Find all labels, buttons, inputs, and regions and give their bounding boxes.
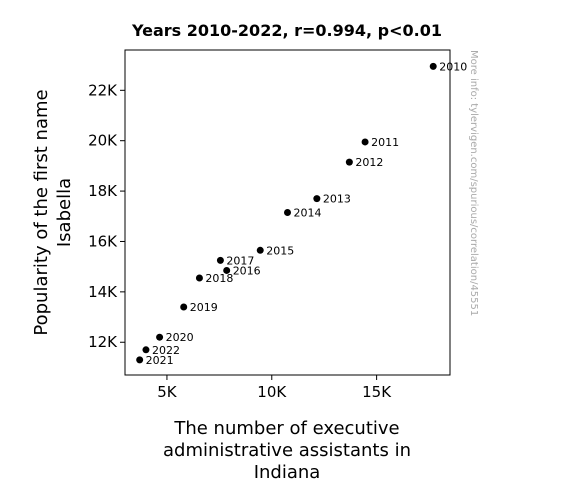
- data-point: [284, 209, 291, 216]
- data-point-label: 2020: [166, 331, 194, 344]
- data-point: [223, 266, 231, 274]
- data-point-label: 2022: [152, 344, 180, 357]
- data-point-label: 2011: [371, 136, 399, 149]
- y-tick-label: 16K: [88, 232, 118, 250]
- data-point-label: 2014: [294, 207, 322, 220]
- x-tick-label: 15K: [362, 383, 392, 401]
- data-point-label: 2016: [233, 264, 261, 277]
- x-axis-ticks: 5K 10K 15K: [157, 375, 392, 401]
- data-point-label: 2010: [439, 60, 467, 73]
- data-point: [180, 303, 188, 311]
- data-point-label: 2017: [226, 254, 254, 267]
- data-point: [216, 256, 224, 264]
- data-point: [345, 158, 353, 166]
- y-tick-label: 14K: [88, 283, 118, 301]
- chart-title: Years 2010-2022, r=0.994, p<0.01: [131, 21, 442, 40]
- y-axis-ticks: 12K 14K 16K 18K 20K 22K: [88, 81, 125, 351]
- y-axis-label-line: Popularity of the first name: [31, 89, 52, 335]
- y-tick-label: 12K: [88, 333, 118, 351]
- x-axis-label-line: administrative assistants in: [163, 440, 411, 461]
- y-tick-label: 18K: [88, 182, 118, 200]
- data-point: [156, 333, 164, 341]
- data-point: [195, 274, 203, 282]
- data-point-label: 2019: [190, 301, 218, 314]
- x-tick-label: 10K: [257, 383, 287, 401]
- x-tick-label: 5K: [157, 383, 178, 401]
- x-axis-label-line: Indiana: [254, 462, 321, 483]
- data-point-label: 2018: [205, 272, 233, 285]
- data-point-label: 2012: [355, 156, 383, 169]
- y-axis-label-line: Isabella: [54, 178, 75, 247]
- data-point-label: 2015: [266, 244, 294, 257]
- y-tick-label: 22K: [88, 81, 118, 99]
- data-point: [429, 62, 437, 70]
- data-point: [256, 246, 264, 254]
- watermark-text: More info: tylervigen.com/spurious/corre…: [468, 50, 479, 316]
- plot-area-frame: [124, 49, 451, 376]
- data-point: [361, 138, 369, 146]
- y-tick-label: 20K: [88, 132, 118, 150]
- y-axis-label: Popularity of the first name Isabella: [31, 89, 75, 335]
- data-point: [136, 356, 144, 364]
- data-point-label: 2021: [146, 354, 174, 367]
- data-point-label: 2013: [323, 193, 351, 206]
- data-point: [142, 346, 150, 354]
- data-point: [313, 195, 321, 203]
- x-axis-label-line: The number of executive: [173, 418, 399, 439]
